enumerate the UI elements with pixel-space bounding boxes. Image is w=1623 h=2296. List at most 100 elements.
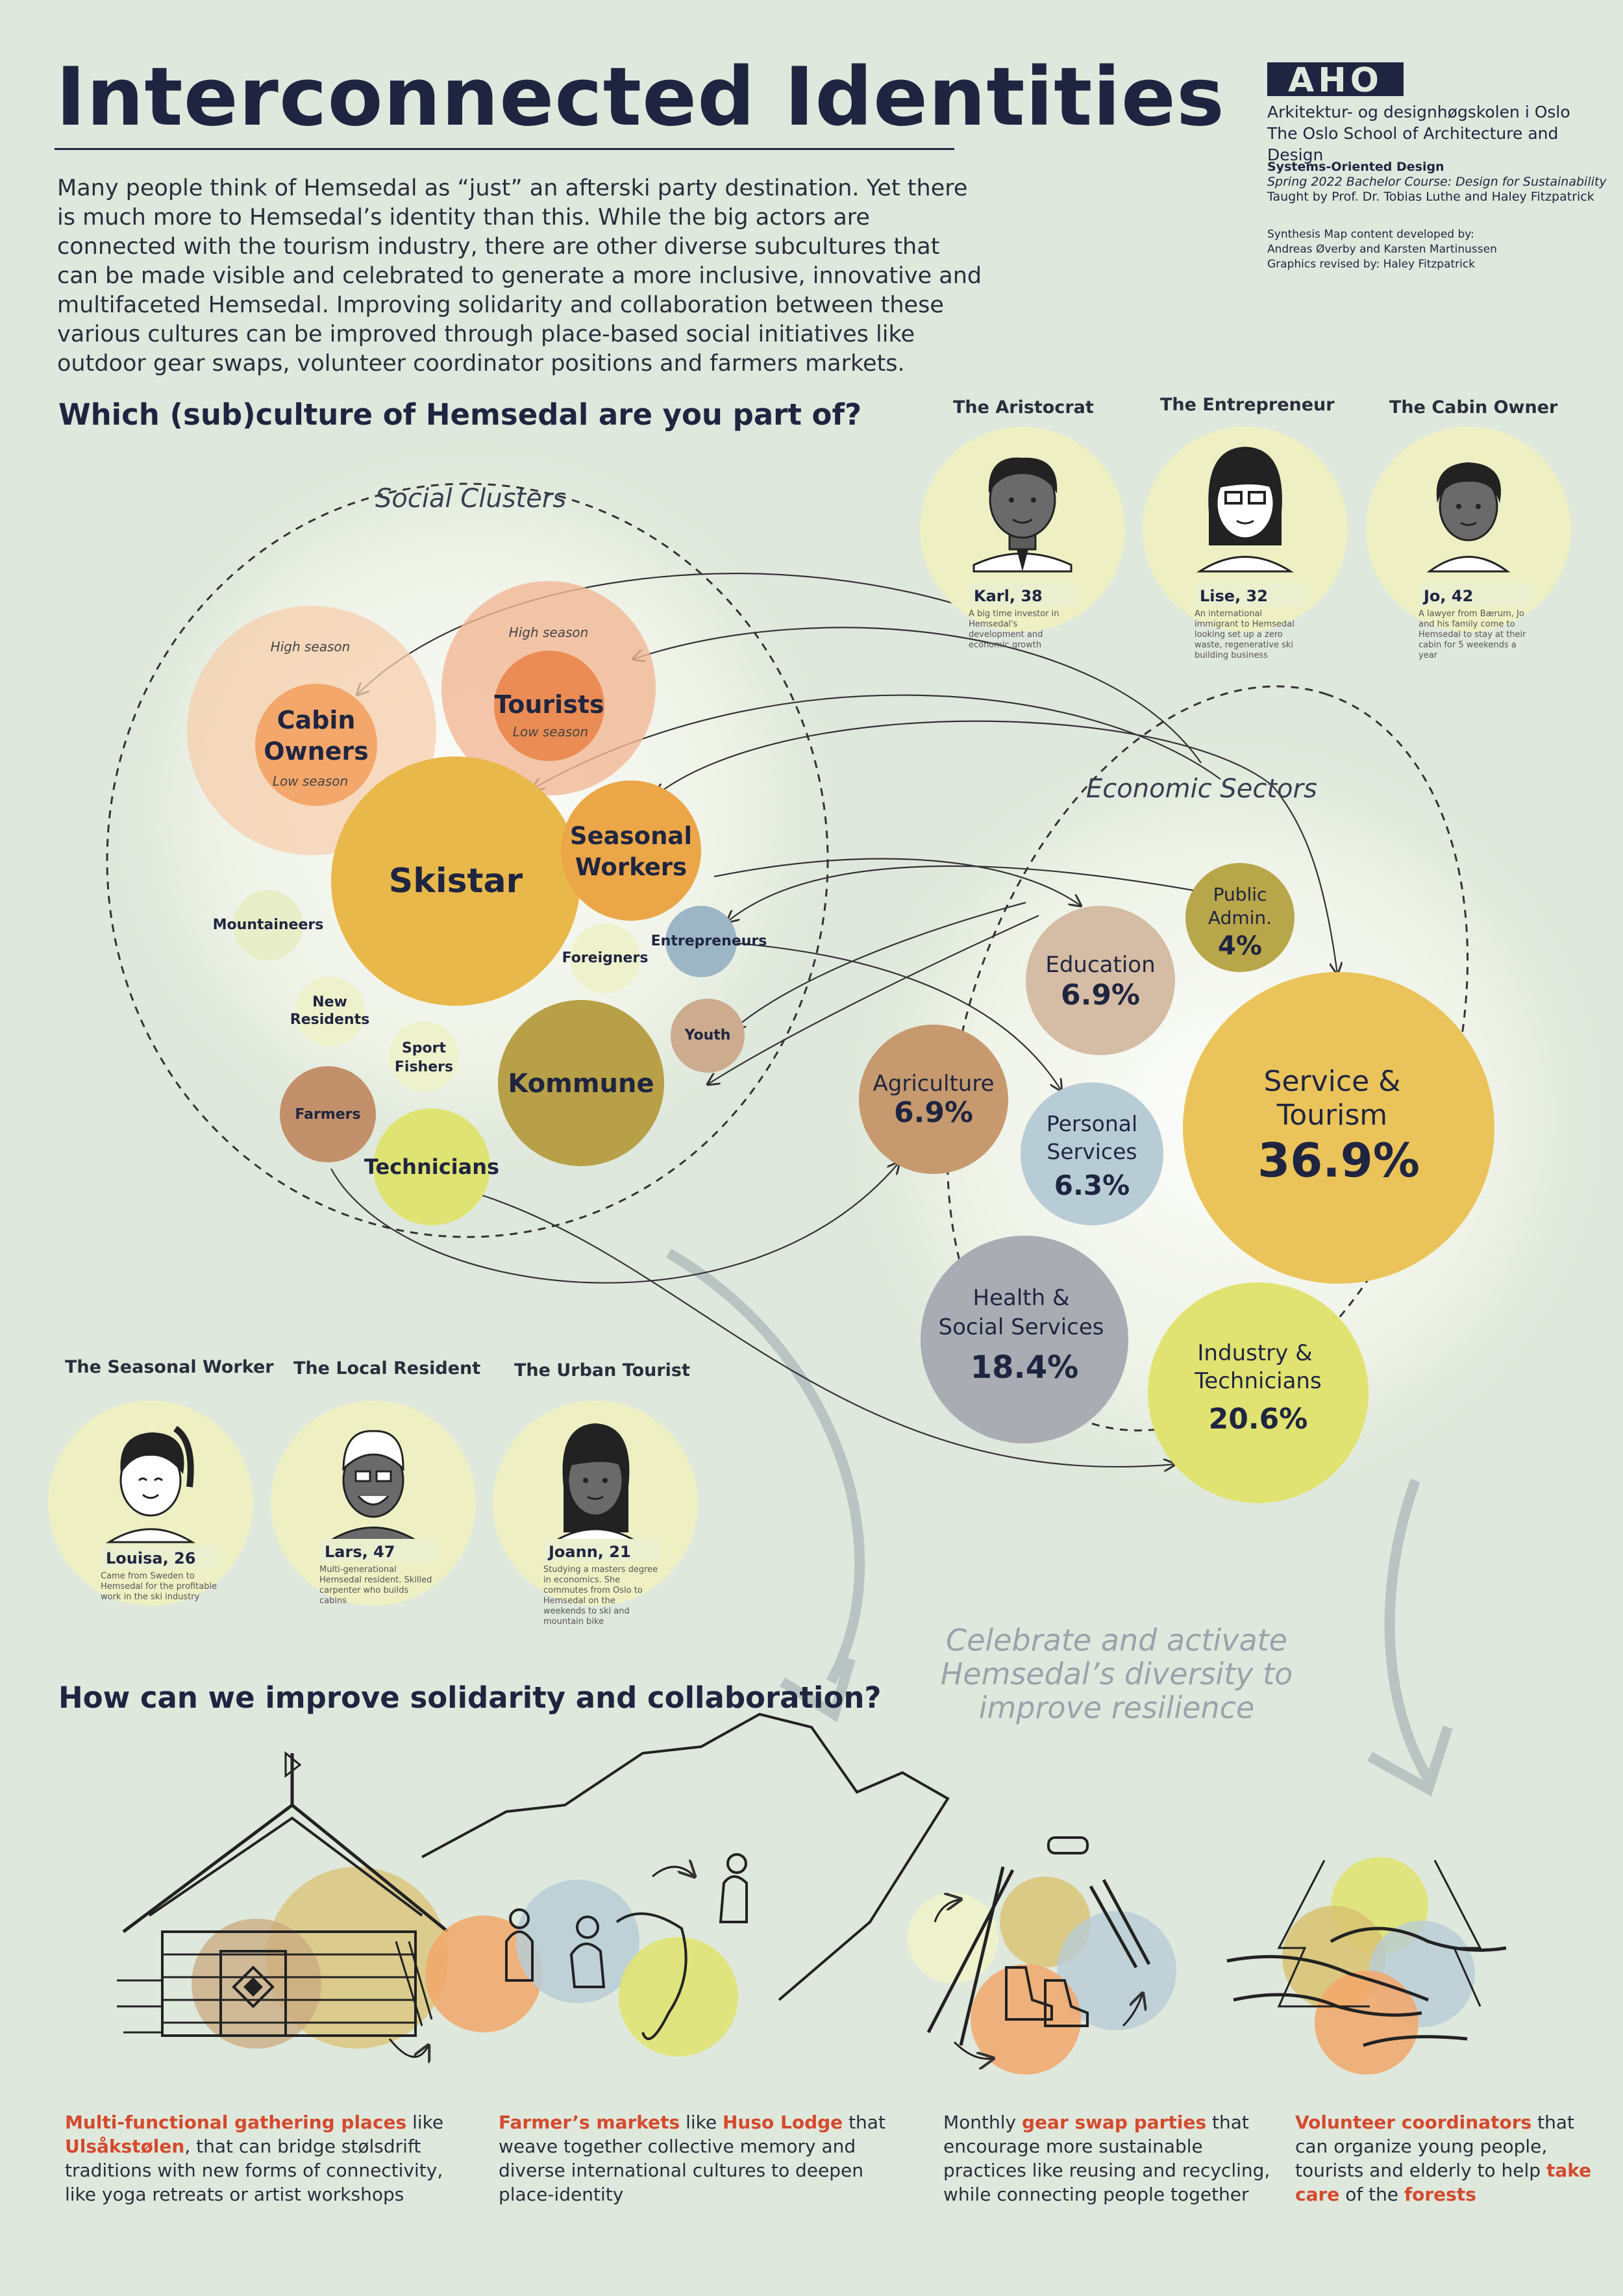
persona-jo-desc: A lawyer from Bærum, Jo and his family c… [1419,609,1526,660]
svg-text:Fishers: Fishers [395,1059,453,1075]
arrow-youth-kommune [708,914,1039,1084]
farmers-node[interactable] [280,1066,376,1162]
sport-fishers-node[interactable] [389,1021,459,1092]
question-solidarity: How can we improve solidarity and collab… [58,1680,882,1715]
persona-jo-avatar [1366,427,1571,632]
health-social-node[interactable] [921,1236,1128,1443]
arrow-to-education [713,858,1081,906]
svg-text:High season: High season [271,639,351,655]
tourists-node[interactable] [494,651,604,761]
persona-karl-desc: A big time investor in Hemsedal's develo… [969,609,1059,650]
svg-text:6.3%: 6.3% [1054,1169,1130,1201]
persona-louisa-card: Louisa, 26 Came from Sweden to Hemsedal … [101,1545,217,1603]
education-node[interactable] [1026,906,1175,1055]
economic-sectors-label: Economic Sectors [1086,774,1317,804]
svg-text:18.4%: 18.4% [971,1349,1079,1386]
entrepreneurs-node[interactable] [665,906,737,977]
svg-text:36.9%: 36.9% [1258,1133,1420,1188]
arrow-to-personal [713,940,1061,1091]
svg-text:Technicians: Technicians [364,1154,499,1179]
svg-text:Health &: Health & [973,1285,1070,1311]
svg-text:6.9%: 6.9% [894,1096,973,1129]
persona-lars-name: Lars, 47 [325,1543,395,1561]
svg-text:Low season: Low season [513,724,588,740]
svg-text:Sport: Sport [402,1040,447,1056]
svg-text:Entrepreneurs: Entrepreneurs [651,933,767,949]
new-residents-node[interactable] [295,977,365,1047]
volunteer-illustration [1226,1857,1507,2075]
persona-joann-desc: Studying a masters degree in economics. … [543,1565,658,1627]
persona-louisa-desc: Came from Sweden to Hemsedal for the pro… [101,1571,217,1602]
arrow-jo-seasonal [656,720,1273,795]
arrow-to-youth [734,901,1026,1029]
svg-text:Youth: Youth [684,1027,731,1043]
technicians-node[interactable] [373,1108,490,1225]
persona-joann-card: Joann, 21 Studying a masters degree in e… [543,1539,659,1627]
agriculture-node[interactable] [859,1025,1008,1174]
credits: Synthesis Map content developed by: Andr… [1267,227,1618,272]
svg-text:Mountaineers: Mountaineers [213,917,324,933]
persona-karl-name: Karl, 38 [974,587,1043,605]
svg-text:6.9%: 6.9% [1061,979,1140,1012]
persona-lise-card: Lise, 32 An international immigrant to H… [1195,583,1306,661]
svg-text:Kommune: Kommune [508,1069,654,1099]
persona-jo-card: Jo, 42 A lawyer from Bærum, Jo and his f… [1419,583,1532,661]
persona-lise-name: Lise, 32 [1200,587,1268,605]
celebrate-statement: Celebrate and activate Hemsedal’s divers… [940,1623,1293,1725]
persona-jo-name: Jo, 42 [1424,587,1474,605]
arrow-farmers-agriculture [330,1162,899,1284]
arrow-public-entrepreneurs [727,865,1208,922]
course-teachers: Taught by Prof. Dr. Tobias Luthe and Hal… [1267,190,1594,204]
credits-line-2: Andreas Øverby and Karsten Martinussen [1267,243,1497,256]
svg-text:Tourists: Tourists [494,690,604,719]
institution-name-en: The Oslo School of Architecture and Desi… [1267,124,1559,164]
svg-text:Public: Public [1213,884,1267,905]
page-title: Interconnected Identities [56,51,1225,144]
arrow-technicians-industry [480,1193,1175,1467]
svg-text:Low season: Low season [273,773,348,789]
svg-text:Personal: Personal [1047,1111,1137,1136]
seasonal-workers-node[interactable] [561,780,701,921]
kommune-node[interactable] [498,1000,664,1166]
svg-text:Technicians: Technicians [1194,1368,1321,1394]
public-admin-node[interactable] [1185,863,1295,972]
cabin-owners-node[interactable] [255,684,377,806]
personal-services-node[interactable] [1021,1082,1163,1225]
persona-louisa-name: Louisa, 26 [106,1549,196,1567]
course-title: Systems-Oriented Design [1267,160,1444,174]
svg-text:Farmers: Farmers [295,1106,360,1123]
foreigners-node[interactable] [570,923,640,993]
svg-text:Workers: Workers [575,853,687,881]
arrow-entrepreneur-tourists [633,627,1202,764]
mountaineers-node[interactable] [233,890,303,960]
aho-logo: AHO [1267,62,1404,96]
persona-lise-avatar [1143,427,1348,632]
svg-text:Skistar: Skistar [389,862,523,901]
svg-text:Agriculture: Agriculture [873,1071,995,1097]
institution-name: Arkitektur- og designhøgskolen i Oslo Th… [1267,101,1605,166]
credits-line-1: Synthesis Map content developed by: [1267,228,1474,241]
industry-technicians-node[interactable] [1148,1282,1369,1503]
initiative-volunteers: Volunteer coordinators that can organize… [1295,2112,1592,2205]
svg-text:Owners: Owners [264,737,369,766]
persona-seasonal-worker-role: The Seasonal Worker [65,1357,274,1377]
svg-text:Service &: Service & [1264,1065,1401,1098]
persona-local-resident-role: The Local Resident [293,1358,481,1379]
social-clusters-label: Social Clusters [375,484,567,514]
svg-text:Tourism: Tourism [1276,1099,1387,1132]
svg-text:AHO: AHO [1288,62,1383,96]
connection-arrows [330,573,1337,1467]
svg-text:Residents: Residents [290,1012,369,1028]
youth-node[interactable] [671,999,745,1073]
gear-swap-illustration [908,1836,1176,2075]
persona-joann-name: Joann, 21 [549,1543,631,1561]
skistar-node[interactable] [331,756,580,1006]
persona-lise-desc: An international immigrant to Hemsedal l… [1195,609,1295,660]
svg-text:Industry &: Industry & [1197,1340,1312,1366]
svg-text:Education: Education [1045,952,1155,978]
svg-text:Foreigners: Foreigners [562,950,649,966]
arrow-karl-cabin [357,573,1013,695]
service-tourism-node[interactable] [1183,972,1494,1284]
svg-text:New: New [312,994,347,1010]
persona-karl-card: Karl, 38 A big time investor in Hemsedal… [969,583,1076,651]
